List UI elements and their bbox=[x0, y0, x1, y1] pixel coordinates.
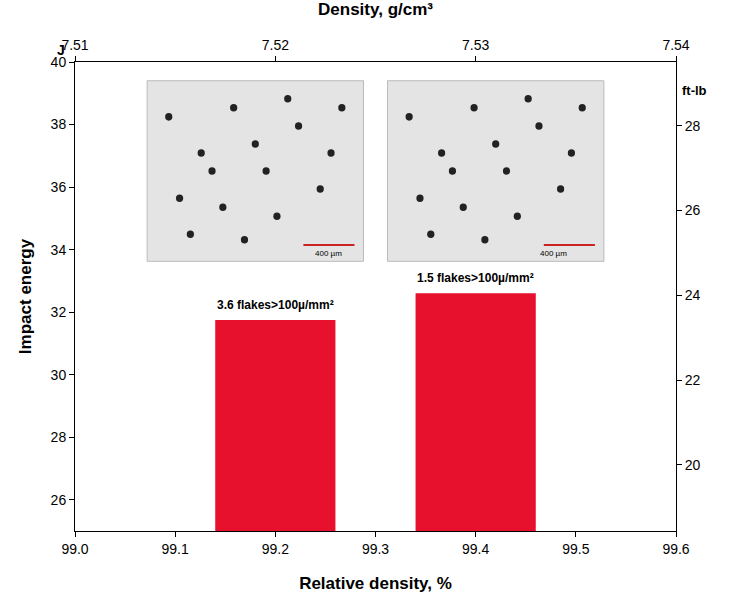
svg-text:99.3: 99.3 bbox=[362, 541, 389, 557]
svg-text:7.51: 7.51 bbox=[61, 37, 88, 53]
svg-text:7.52: 7.52 bbox=[262, 37, 289, 53]
svg-text:22: 22 bbox=[685, 372, 701, 388]
svg-text:38: 38 bbox=[51, 116, 67, 132]
svg-text:7.54: 7.54 bbox=[662, 37, 689, 53]
svg-text:26: 26 bbox=[51, 492, 67, 508]
svg-text:99.1: 99.1 bbox=[162, 541, 189, 557]
svg-text:32: 32 bbox=[51, 304, 67, 320]
svg-text:30: 30 bbox=[51, 367, 67, 383]
svg-text:99.0: 99.0 bbox=[61, 541, 88, 557]
svg-text:ft-lb: ft-lb bbox=[682, 83, 707, 98]
svg-text:34: 34 bbox=[51, 242, 67, 258]
svg-text:Relative density, %: Relative density, % bbox=[299, 574, 452, 593]
svg-text:J: J bbox=[57, 42, 65, 58]
svg-text:36: 36 bbox=[51, 179, 67, 195]
svg-text:7.53: 7.53 bbox=[462, 37, 489, 53]
svg-text:28: 28 bbox=[51, 429, 67, 445]
svg-text:3.6 flakes>100µ/mm²: 3.6 flakes>100µ/mm² bbox=[217, 298, 334, 312]
svg-text:Density, g/cm³: Density, g/cm³ bbox=[318, 0, 433, 19]
svg-text:Impact energy: Impact energy bbox=[16, 238, 35, 354]
svg-text:1.5 flakes>100µ/mm²: 1.5 flakes>100µ/mm² bbox=[417, 271, 534, 285]
svg-text:99.2: 99.2 bbox=[262, 541, 289, 557]
svg-text:26: 26 bbox=[685, 202, 701, 218]
svg-text:99.6: 99.6 bbox=[662, 541, 689, 557]
svg-text:99.5: 99.5 bbox=[562, 541, 589, 557]
svg-text:24: 24 bbox=[685, 287, 701, 303]
svg-text:40: 40 bbox=[51, 54, 67, 70]
svg-text:20: 20 bbox=[685, 457, 701, 473]
svg-text:400 µm: 400 µm bbox=[315, 249, 342, 258]
svg-text:28: 28 bbox=[685, 118, 701, 134]
svg-text:400 µm: 400 µm bbox=[540, 249, 567, 258]
svg-text:99.4: 99.4 bbox=[462, 541, 489, 557]
